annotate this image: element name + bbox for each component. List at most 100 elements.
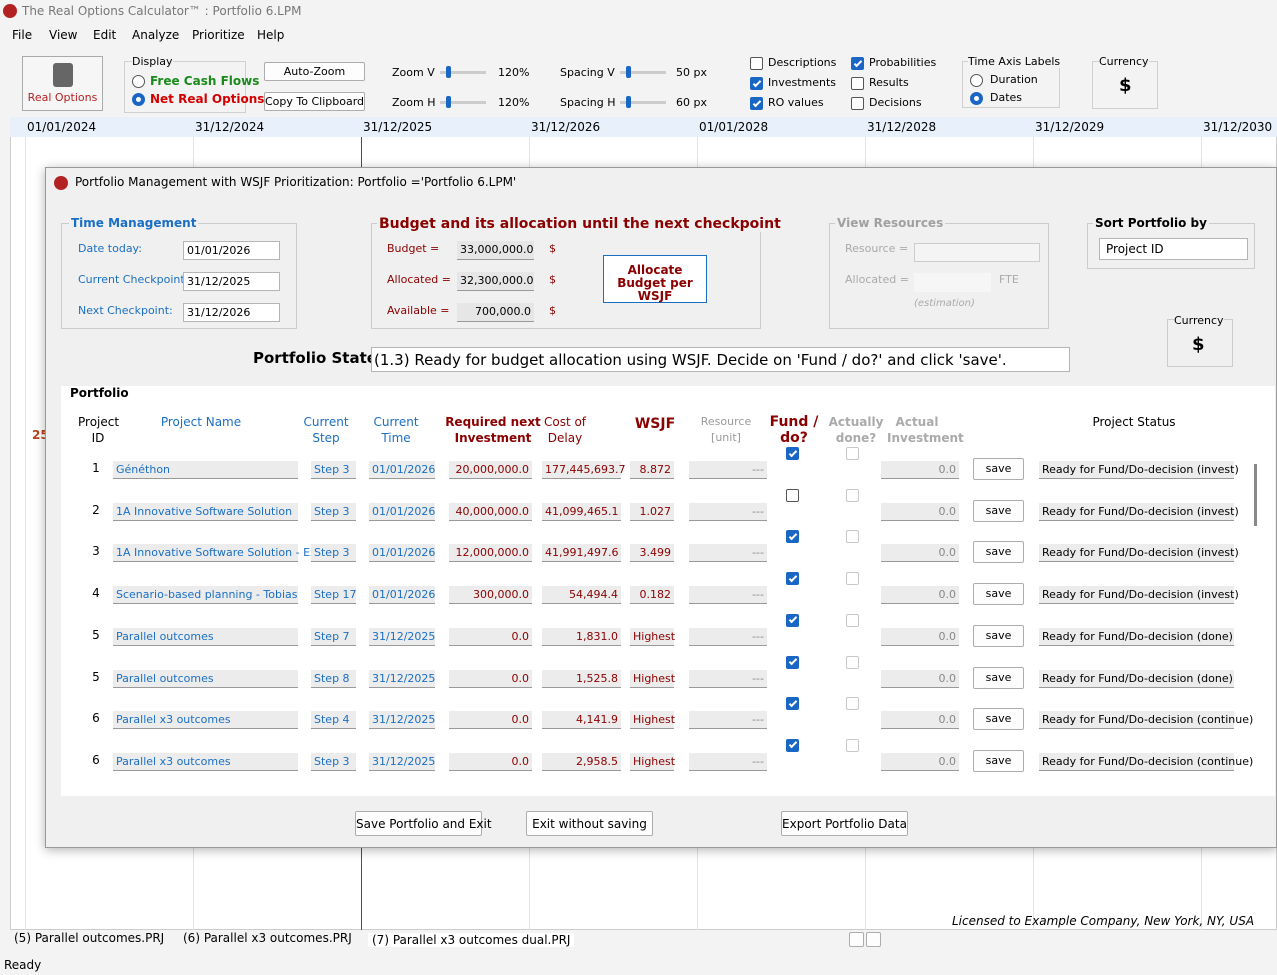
cell-actual: 0.0 [881,544,959,562]
cell-name: Parallel outcomes [113,628,298,646]
radio[interactable] [132,93,145,106]
tab[interactable]: (6) Parallel x3 outcomes.PRJ [183,931,352,945]
save-button[interactable]: save [973,625,1024,647]
state: (1.3) Ready for budget allocation using … [371,347,1070,372]
cell-name: Parallel outcomes [113,670,298,688]
cell-investment: 20,000,000.0 [449,461,532,479]
radio[interactable] [970,74,983,87]
save-button[interactable]: save [973,541,1024,563]
cell-time: 31/12/2025 [369,628,435,646]
cell-status: Ready for Fund/Do-decision (continue) [1039,753,1234,771]
checkbox[interactable] [786,572,799,585]
cell-actual: 0.0 [881,461,959,479]
value: 50 px [676,66,707,79]
button[interactable]: Save Portfolio and Exit [355,811,482,836]
tab[interactable]: (7) Parallel x3 outcomes dual.PRJ [368,933,574,947]
combo[interactable]: Project ID [1099,238,1248,260]
cell-resource: --- [689,628,767,646]
slider-thumb[interactable] [446,96,451,108]
input[interactable]: 01/01/2026 [183,241,280,260]
save-button[interactable]: save [973,583,1024,605]
label: Current Checkpoint: [78,273,188,286]
slider-thumb[interactable] [626,96,631,108]
label: Real Options [23,91,102,104]
dialog-icon [54,176,68,190]
label: Budget = [387,242,439,255]
save-button[interactable]: save [973,500,1024,522]
checkbox[interactable] [851,77,864,90]
scroll-left[interactable] [849,932,864,947]
save-button[interactable]: save [973,458,1024,480]
slider-thumb[interactable] [446,66,451,78]
radio[interactable] [970,92,983,105]
menu-item[interactable]: Help [257,28,284,42]
radio-dot [136,97,141,102]
cell-status: Ready for Fund/Do-decision (done) [1039,670,1234,688]
label: Descriptions [768,56,836,69]
table-panel: PortfolioProject IDProject NameCurrent S… [61,386,1275,796]
checkbox[interactable] [851,97,864,110]
slider-thumb[interactable] [626,66,631,78]
cell-step: Step 8 [311,670,356,688]
project-id: 6 [89,753,103,767]
check-mark [788,657,796,665]
menu-item[interactable]: Edit [93,28,116,42]
checkbox[interactable] [786,656,799,669]
checkbox[interactable] [786,447,799,460]
button[interactable]: Export Portfolio Data [781,811,908,836]
cell-name: 1A Innovative Software Solution - Exp [113,544,298,562]
scroll-right[interactable] [866,932,881,947]
cell-wsjf: Highest [630,753,674,771]
tab[interactable]: (5) Parallel outcomes.PRJ [14,931,164,945]
button[interactable]: Copy To Clipboard [264,92,365,111]
radio[interactable] [132,75,145,88]
column-header: Current Time [366,414,426,446]
button[interactable]: Auto-Zoom [264,62,365,81]
button[interactable]: Exit without saving [526,811,653,836]
close[interactable] [1264,172,1277,190]
label: Currency [1099,55,1149,68]
date-label: 31/12/2029 [1035,120,1104,134]
cell-status: Ready for Fund/Do-decision (invest) [1039,503,1234,521]
cell-cod: 41,991,497.6 [542,544,621,562]
cell-actual: 0.0 [881,753,959,771]
real-options-button[interactable]: Real Options [22,56,103,111]
checkbox[interactable] [750,77,763,90]
save-button[interactable]: save [973,667,1024,689]
check-mark [788,698,796,706]
save-button[interactable]: save [973,708,1024,730]
cell-actual: 0.0 [881,628,959,646]
checkbox[interactable] [786,697,799,710]
checkbox[interactable] [750,97,763,110]
label: Decisions [869,96,922,109]
unit: $ [549,273,556,286]
checkbox [846,614,859,627]
checkbox[interactable] [786,614,799,627]
cell-investment: 0.0 [449,711,532,729]
input[interactable]: 31/12/2026 [183,303,280,322]
label: Resource = [845,242,908,255]
input[interactable]: 31/12/2025 [183,272,280,291]
date-label: 31/12/2030 [1203,120,1272,134]
checkbox[interactable] [750,57,763,70]
dialog-title: Portfolio Management with WSJF Prioritiz… [75,175,516,189]
checkbox[interactable] [786,530,799,543]
menu-item[interactable]: File [12,28,32,42]
value: 33,000,000.0 [457,241,534,260]
save-button[interactable]: save [973,750,1024,772]
menu-item[interactable]: Prioritize [192,28,245,42]
checkbox[interactable] [786,489,799,502]
label: Time Axis Labels [968,55,1060,68]
cell-step: Step 3 [311,461,356,479]
combo[interactable] [914,243,1040,262]
cell-step: Step 7 [311,628,356,646]
checkbox[interactable] [851,57,864,70]
cell-cod: 54,494.4 [542,586,621,604]
menu-item[interactable]: View [49,28,77,42]
check-mark [788,615,796,623]
checkbox[interactable] [786,739,799,752]
cell-resource: --- [689,670,767,688]
label: Allocated = [387,273,451,286]
button[interactable]: Allocate Budget per WSJF [603,255,707,303]
menu-item[interactable]: Analyze [132,28,179,42]
